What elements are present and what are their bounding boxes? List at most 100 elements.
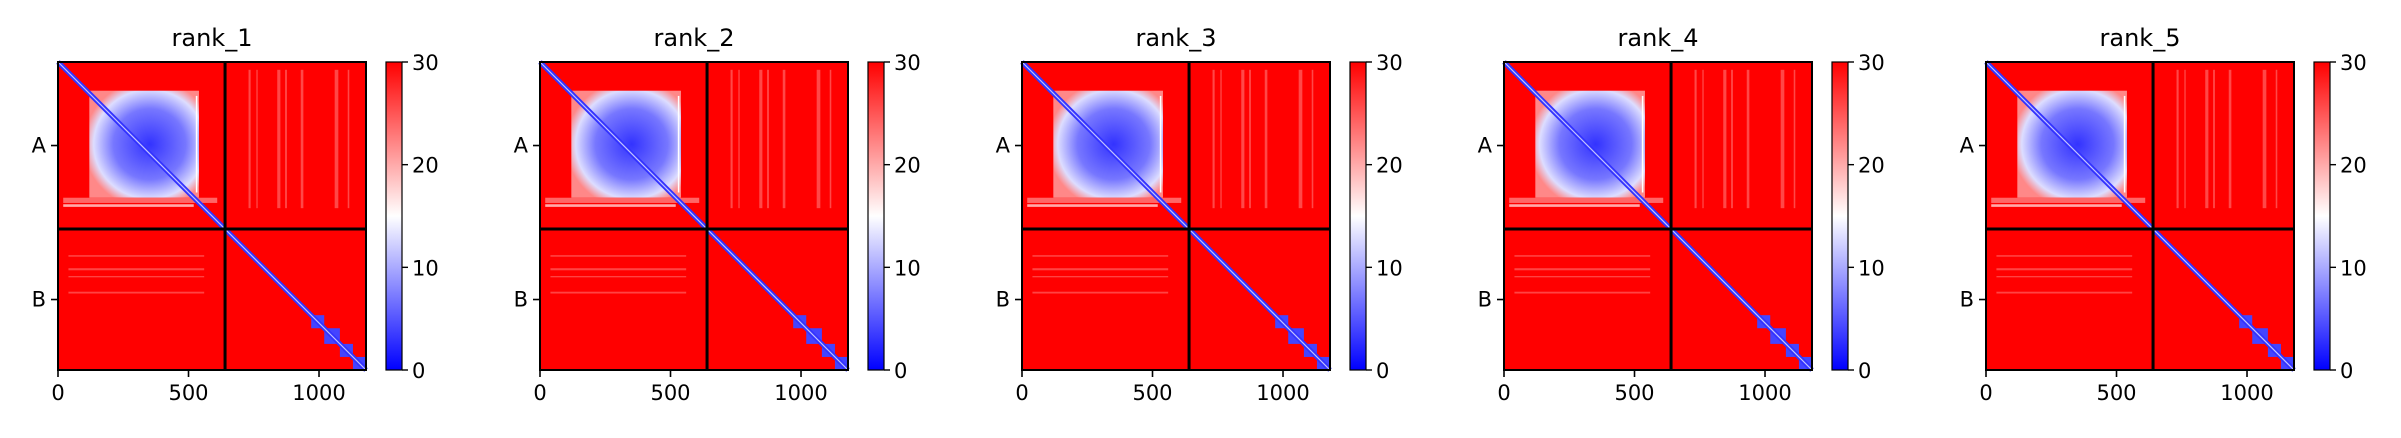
y-tick-label: A [996, 134, 1011, 158]
axes-frame [1985, 61, 2295, 371]
pae-heatmap [56, 60, 368, 372]
colorbar-tick-label: 30 [1858, 51, 1885, 75]
colorbar-gradient [1349, 61, 1367, 371]
chain-a-band [1509, 197, 1664, 203]
x-tick-label: 500 [2096, 381, 2136, 405]
colorbar-tick-label: 10 [1858, 256, 1885, 280]
x-tick-label: 0 [1015, 381, 1028, 405]
offdiag-stripe [2176, 69, 2179, 209]
offdiag-stripe [2184, 69, 2186, 209]
chain-a-band [63, 197, 218, 203]
pae-heatmap [538, 60, 850, 372]
axes-frame [1021, 61, 1331, 371]
colorbar-gradient [2313, 61, 2331, 371]
offdiag-stripe [256, 69, 258, 209]
colorbar-tick-label: 30 [1376, 51, 1403, 75]
offdiag-stripe [2205, 69, 2209, 209]
diagonal-highlight [1985, 61, 2295, 371]
y-tick-label: A [32, 134, 47, 158]
x-tick-label: 500 [1614, 381, 1654, 405]
y-tick-label: B [32, 288, 46, 312]
axes-frame [1503, 61, 1813, 371]
panel-title: rank_2 [654, 24, 735, 52]
colorbar-tick-label: 0 [412, 359, 425, 383]
offdiag-stripe [1220, 69, 1222, 209]
x-tick-label: 500 [168, 381, 208, 405]
y-tick-label: B [1960, 288, 1974, 312]
y-tick-label: A [1478, 134, 1493, 158]
offdiag-streak [550, 276, 687, 278]
colorbar: 0 10 20 30 [385, 51, 439, 383]
chain-a-stripe [677, 95, 680, 193]
offdiag-stripe [300, 69, 304, 209]
x-tick-label: 1000 [1256, 381, 1309, 405]
offdiag-streak [550, 268, 687, 271]
offdiag-streak [1032, 276, 1169, 278]
colorbar: 0 10 20 30 [1349, 51, 1403, 383]
offdiag-stripe [347, 69, 350, 209]
offdiag-streak [1514, 291, 1651, 294]
panel-rank_2: rank_2 0 500 1000 A B 0 10 20 30 [514, 24, 921, 405]
colorbar-tick-label: 20 [1858, 154, 1885, 178]
offdiag-streak [1514, 268, 1651, 271]
offdiag-stripe [1723, 69, 1727, 209]
offdiag-streak [1032, 268, 1169, 271]
colorbar-tick-label: 20 [894, 154, 921, 178]
offdiag-stripe [1241, 69, 1245, 209]
offdiag-stripe [767, 69, 769, 209]
x-tick-label: 500 [1132, 381, 1172, 405]
colorbar-tick-label: 10 [412, 256, 439, 280]
chain-a-band [1027, 204, 1158, 207]
colorbar-tick-label: 30 [894, 51, 921, 75]
offdiag-stripe [829, 69, 832, 209]
panel-rank_1: rank_1 0 500 1000 A B 0 10 20 30 [32, 24, 439, 405]
offdiag-stripe [816, 69, 821, 209]
diagonal-highlight [539, 61, 849, 371]
x-tick-label: 0 [1979, 381, 1992, 405]
chain-a-band [545, 197, 700, 203]
offdiag-stripe [738, 69, 740, 209]
offdiag-stripe [1746, 69, 1750, 209]
colorbar: 0 10 20 30 [2313, 51, 2367, 383]
colorbar-tick-label: 20 [1376, 154, 1403, 178]
colorbar-tick-label: 30 [412, 51, 439, 75]
colorbar: 0 10 20 30 [1831, 51, 1885, 383]
colorbar-gradient [1831, 61, 1849, 371]
colorbar-tick-label: 0 [1376, 359, 1389, 383]
panel-rank_3: rank_3 0 500 1000 A B 0 10 20 30 [996, 24, 1403, 405]
x-tick-label: 0 [1497, 381, 1510, 405]
x-tick-label: 0 [51, 381, 64, 405]
y-tick-label: A [514, 134, 529, 158]
colorbar-tick-label: 10 [1376, 256, 1403, 280]
chain-a-band [1509, 204, 1640, 207]
colorbar-tick-label: 0 [2340, 359, 2353, 383]
offdiag-stripe [1298, 69, 1303, 209]
offdiag-stripe [2228, 69, 2232, 209]
offdiag-streak [1514, 276, 1651, 278]
x-tick-label: 1000 [2220, 381, 2273, 405]
chain-a-band [63, 204, 194, 207]
diagonal-highlight [1503, 61, 1813, 371]
y-tick-label: B [514, 288, 528, 312]
diagonal-highlight [57, 61, 367, 371]
offdiag-stripe [782, 69, 786, 209]
pae-heatmap [1020, 60, 1332, 372]
x-tick-label: 500 [650, 381, 690, 405]
offdiag-stripe [2275, 69, 2278, 209]
offdiag-stripe [285, 69, 287, 209]
x-tick-label: 1000 [292, 381, 345, 405]
offdiag-stripe [334, 69, 339, 209]
offdiag-stripe [1212, 69, 1215, 209]
chain-a-stripe [1159, 95, 1162, 193]
offdiag-stripe [1694, 69, 1697, 209]
colorbar-tick-label: 10 [2340, 256, 2367, 280]
chain-a-band [545, 204, 676, 207]
offdiag-streak [1996, 276, 2133, 278]
chain-a-stripe [195, 95, 198, 193]
colorbar-tick-label: 0 [1858, 359, 1871, 383]
panel-title: rank_3 [1136, 24, 1217, 52]
offdiag-streak [68, 268, 205, 271]
offdiag-streak [550, 291, 687, 294]
offdiag-streak [1032, 291, 1169, 294]
